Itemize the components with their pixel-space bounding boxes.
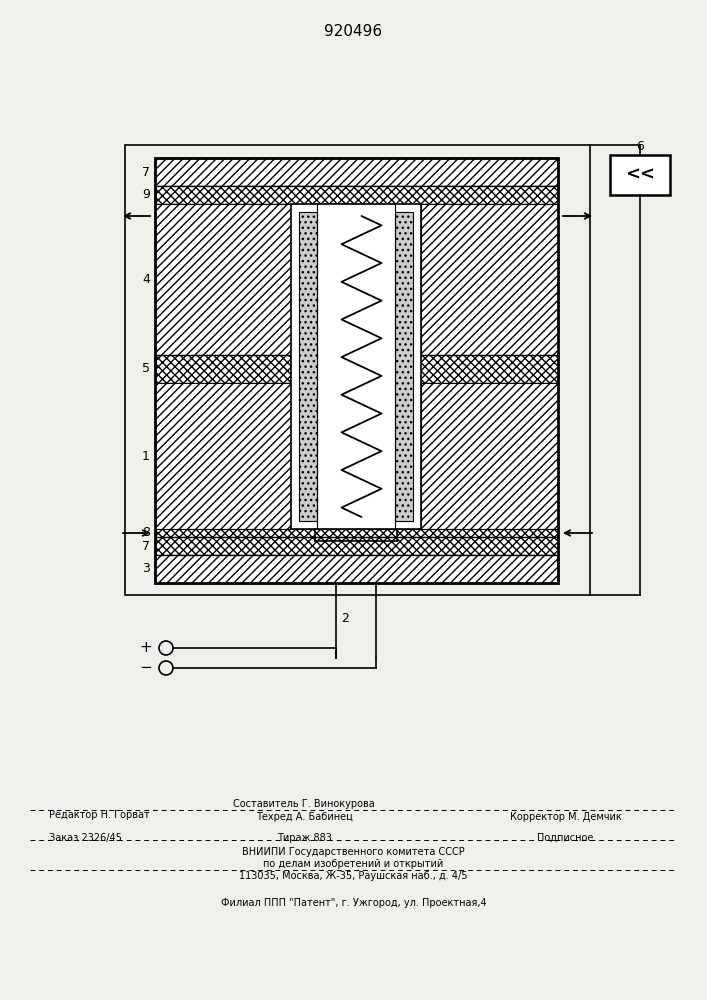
Bar (125, 145, 590, 595)
Bar (155, 383, 291, 529)
Text: 920496: 920496 (324, 24, 382, 39)
Text: <<: << (625, 166, 655, 184)
Text: Филиал ППП "Патент", г. Ужгород, ул. Проектная,4: Филиал ППП "Патент", г. Ужгород, ул. Про… (221, 898, 486, 908)
Text: по делам изобретений и открытий: по делам изобретений и открытий (264, 859, 443, 869)
Text: 113035, Москва, Ж-35, Раушская наб., д. 4/5: 113035, Москва, Ж-35, Раушская наб., д. … (239, 871, 468, 881)
Text: 4: 4 (142, 273, 150, 286)
Bar (610, 155, 670, 195)
Text: −: − (139, 660, 152, 676)
Text: 7: 7 (142, 540, 150, 552)
Text: Редактор Н. Горват: Редактор Н. Горват (49, 810, 151, 820)
Bar (300, 212, 317, 521)
Text: 2: 2 (341, 611, 349, 624)
Bar (155, 537, 558, 555)
Text: 1: 1 (142, 450, 150, 462)
Text: 3: 3 (142, 562, 150, 576)
Bar (395, 212, 414, 521)
Text: 8: 8 (142, 526, 150, 540)
Text: +: + (139, 641, 152, 656)
Text: 6: 6 (636, 140, 644, 153)
Bar (155, 158, 558, 186)
Text: Подписное: Подписное (537, 833, 594, 843)
Text: 7: 7 (142, 165, 150, 178)
Bar (155, 204, 291, 355)
Bar (291, 204, 421, 529)
Text: Тираж 883: Тираж 883 (276, 833, 332, 843)
Text: Корректор М. Демчик: Корректор М. Демчик (510, 812, 621, 822)
Text: ВНИИПИ Государственного комитета СССР: ВНИИПИ Государственного комитета СССР (242, 847, 465, 857)
Bar (155, 186, 558, 204)
Bar (155, 555, 558, 583)
Bar (155, 158, 558, 583)
Text: 9: 9 (142, 188, 150, 202)
Bar (155, 529, 558, 537)
Bar (421, 204, 558, 355)
Text: Заказ 2326/45: Заказ 2326/45 (49, 833, 122, 843)
Bar (421, 383, 558, 529)
Text: 5: 5 (142, 362, 150, 375)
Text: Составитель Г. Винокурова: Составитель Г. Винокурова (233, 799, 375, 809)
Text: Техред А. Бабинец: Техред А. Бабинец (255, 812, 353, 822)
Bar (155, 355, 558, 383)
